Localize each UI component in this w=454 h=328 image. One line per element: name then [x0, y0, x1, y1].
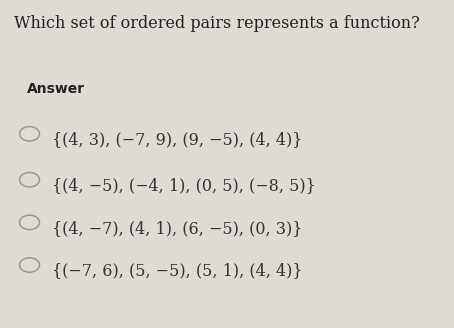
Text: Which set of ordered pairs represents a function?: Which set of ordered pairs represents a …: [14, 15, 419, 32]
Text: Answer: Answer: [27, 82, 85, 96]
Text: {(−7, 6), (5, −5), (5, 1), (4, 4)}: {(−7, 6), (5, −5), (5, 1), (4, 4)}: [52, 262, 303, 279]
Text: {(4, −7), (4, 1), (6, −5), (0, 3)}: {(4, −7), (4, 1), (6, −5), (0, 3)}: [52, 220, 303, 237]
Text: {(4, 3), (−7, 9), (9, −5), (4, 4)}: {(4, 3), (−7, 9), (9, −5), (4, 4)}: [52, 131, 303, 148]
Text: {(4, −5), (−4, 1), (0, 5), (−8, 5)}: {(4, −5), (−4, 1), (0, 5), (−8, 5)}: [52, 177, 316, 194]
